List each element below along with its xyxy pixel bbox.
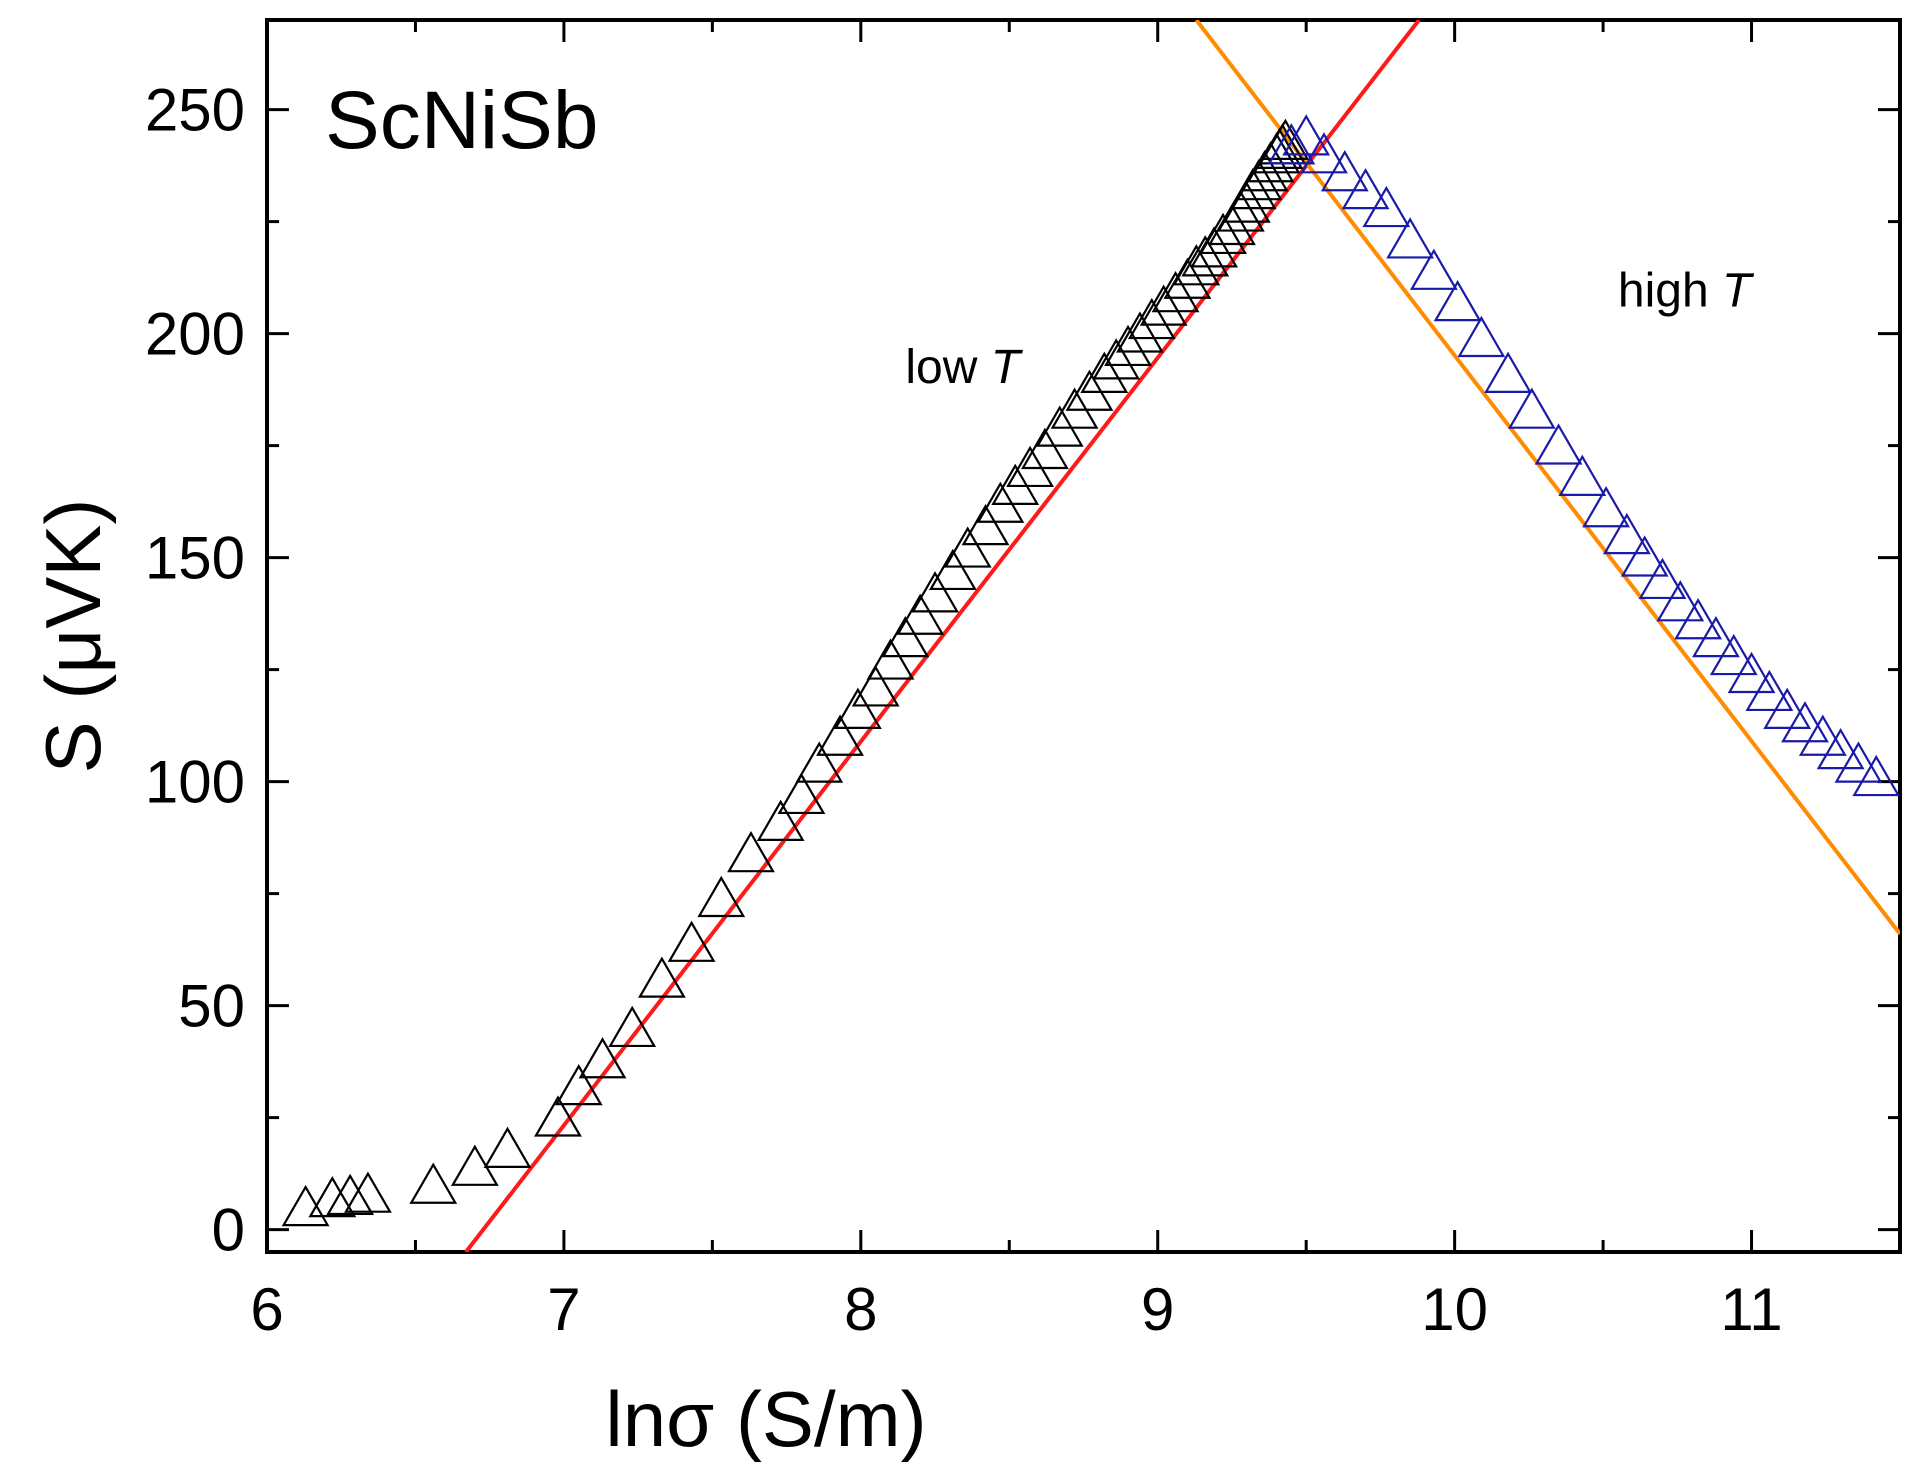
data-point-high-t <box>1727 651 1776 694</box>
y-tick-label: 150 <box>145 525 245 592</box>
x-tick-labels: 6 7 8 9 10 11 <box>250 1276 1782 1343</box>
y-tick-labels: 0 50 100 150 200 250 <box>145 77 245 1264</box>
data-point-low-t <box>943 526 992 568</box>
y-tick-label: 200 <box>145 301 245 368</box>
data-point-low-t <box>961 503 1010 546</box>
data-point-low-t <box>816 714 864 756</box>
data-point-high-t <box>1674 598 1723 640</box>
data-point-high-t <box>1656 580 1705 622</box>
x-tick-label: 8 <box>844 1276 877 1343</box>
data-point-low-t <box>697 875 746 918</box>
data-point-low-t <box>483 1126 532 1168</box>
data-point-high-t <box>1620 535 1669 577</box>
x-tick-label: 7 <box>547 1276 580 1343</box>
data-point-low-t <box>866 638 915 680</box>
data-point-low-t <box>1080 351 1129 393</box>
data-point-low-t <box>409 1162 458 1204</box>
data-point-high-t <box>1709 633 1758 676</box>
data-point-low-t <box>1261 118 1310 160</box>
data-point-low-t <box>1092 338 1141 380</box>
data-point-high-t <box>1781 701 1829 743</box>
data-point-high-t <box>1558 454 1607 496</box>
data-point-high-t <box>1834 741 1883 783</box>
y-tick-label: 250 <box>145 77 245 144</box>
data-point-high-t <box>1320 150 1369 192</box>
data-point-low-t <box>534 1095 582 1137</box>
x-axis-title: lnσ (S/m) <box>605 1375 926 1463</box>
data-point-low-t <box>667 920 716 962</box>
data-point-low-t <box>1020 427 1069 470</box>
data-point-low-t <box>1222 181 1271 223</box>
data-point-low-t <box>1181 235 1230 277</box>
annotation-low-t: low T <box>905 341 1023 394</box>
data-point-high-t <box>1602 512 1651 555</box>
x-tick-label: 10 <box>1421 1276 1488 1343</box>
data-point-low-t <box>326 1173 375 1216</box>
annotation-high-t-prefix: high <box>1618 265 1722 318</box>
annotation-low-t-prefix: low <box>905 341 990 394</box>
data-point-high-t <box>1534 423 1583 465</box>
data-point-low-t <box>1104 324 1152 367</box>
y-axis-title: S (μVK) <box>29 499 117 774</box>
data-point-low-t <box>777 772 826 815</box>
data-point-low-t <box>281 1184 330 1227</box>
data-point-high-t <box>1457 315 1506 358</box>
annotation-low-t-symbol: T <box>991 341 1024 394</box>
data-point-low-t <box>344 1171 392 1213</box>
data-point-low-t <box>608 1005 657 1048</box>
data-point-low-t <box>833 687 882 729</box>
chart-title: ScNiSb <box>325 75 598 166</box>
data-point-high-t <box>1386 217 1435 259</box>
data-point-low-t <box>578 1037 627 1079</box>
annotation-high-t-symbol: T <box>1722 265 1755 318</box>
data-point-high-t <box>1362 185 1411 228</box>
data-point-low-t <box>881 615 930 658</box>
data-point-low-t <box>896 593 945 635</box>
data-point-high-t <box>1745 669 1794 712</box>
data-point-low-t <box>308 1175 357 1218</box>
data-point-low-t <box>637 956 686 998</box>
data-point-low-t <box>727 831 775 873</box>
axis-ticks <box>265 20 1900 1252</box>
data-point-high-t <box>1798 714 1847 756</box>
data-point-low-t <box>1139 284 1188 326</box>
data-point-high-t <box>1638 557 1687 600</box>
data-point-high-t <box>1852 754 1900 797</box>
data-point-high-t <box>1267 123 1316 165</box>
data-point-high-t <box>1582 486 1630 528</box>
data-point-low-t <box>928 548 977 591</box>
data-markers <box>281 114 1900 1227</box>
plot-frame <box>265 18 1902 1254</box>
x-tick-label: 9 <box>1141 1276 1174 1343</box>
data-point-low-t <box>911 571 959 613</box>
data-point-low-t <box>756 799 805 841</box>
data-point-high-t <box>1341 167 1390 210</box>
data-point-low-t <box>795 741 844 783</box>
data-point-low-t <box>1116 311 1164 353</box>
data-point-high-t <box>1300 132 1348 174</box>
data-point-high-t <box>1763 687 1812 729</box>
data-point-high-t <box>1692 615 1740 658</box>
x-tick-label: 11 <box>1720 1276 1782 1343</box>
fit-line-low-t <box>464 20 1421 1252</box>
data-point-high-t <box>1816 727 1865 770</box>
data-point-high-t <box>1507 387 1556 429</box>
data-point-low-t <box>1151 271 1200 313</box>
y-tick-label: 50 <box>178 973 245 1040</box>
data-point-low-t <box>1127 297 1176 340</box>
y-tick-label: 100 <box>145 749 245 816</box>
data-point-low-t <box>851 665 900 707</box>
data-point-high-t <box>1282 114 1331 156</box>
data-point-high-t <box>1409 248 1458 290</box>
annotation-high-t: high T <box>1618 265 1755 318</box>
fit-lines <box>464 20 1900 1252</box>
y-tick-label: 0 <box>212 1197 245 1264</box>
data-point-high-t <box>1433 279 1482 322</box>
data-point-low-t <box>554 1063 603 1106</box>
data-point-low-t <box>1199 212 1247 255</box>
data-point-high-t <box>1484 351 1532 393</box>
x-tick-label: 6 <box>250 1276 283 1343</box>
